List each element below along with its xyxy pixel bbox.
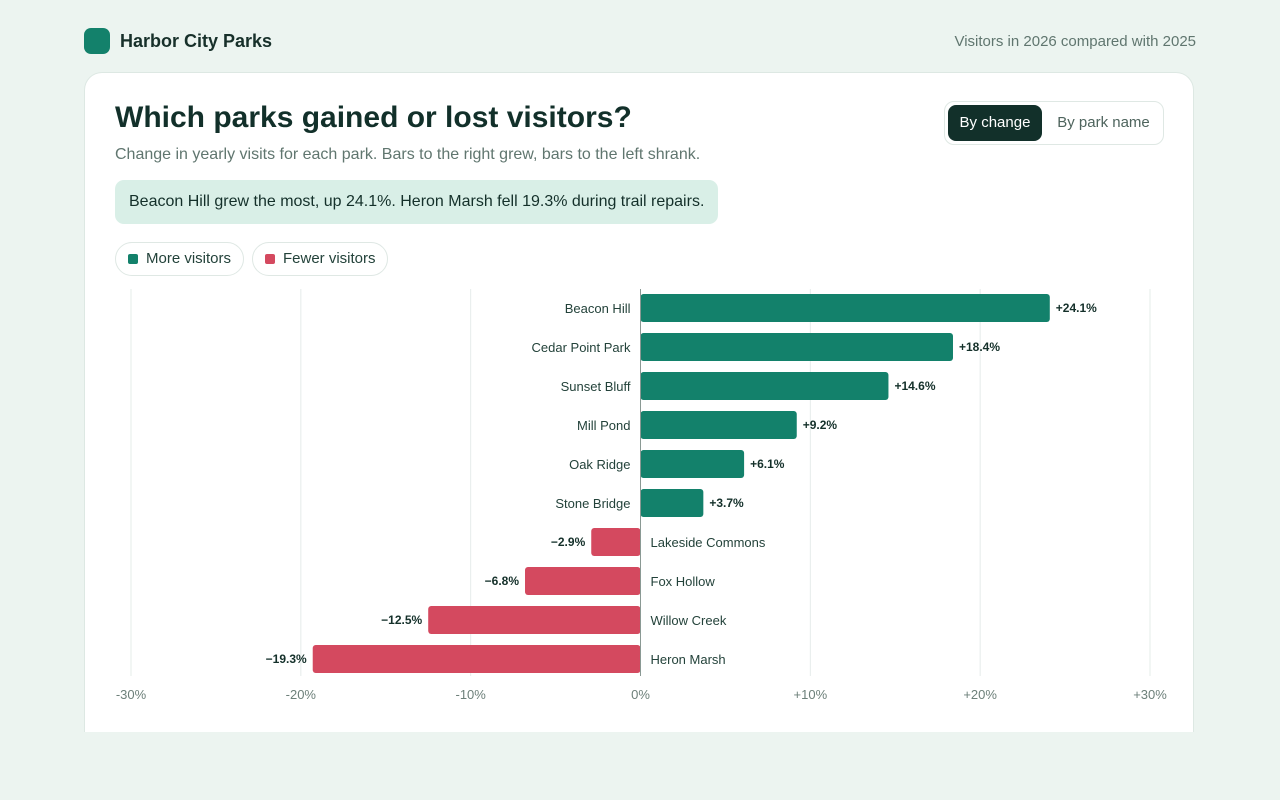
sort-by-name-button[interactable]: By park name (1057, 114, 1150, 131)
insight-callout: Beacon Hill grew the most, up 24.1%. Her… (115, 180, 719, 224)
value-label: −6.8% (485, 574, 520, 588)
bar-label: Willow Creek (651, 613, 727, 628)
value-label: +3.7% (709, 496, 744, 510)
value-label: +9.2% (803, 418, 838, 432)
legend-label-fewer: Fewer visitors (283, 250, 376, 267)
x-tick-label: -30% (116, 687, 147, 702)
legend-more-visitors[interactable]: More visitors (115, 242, 244, 276)
value-label: +18.4% (959, 340, 1000, 354)
legend-fewer-visitors[interactable]: Fewer visitors (252, 242, 388, 276)
chart-subtitle: Change in yearly visits for each park. B… (115, 146, 701, 163)
legend-label-more: More visitors (146, 250, 232, 267)
bar-label: Oak Ridge (569, 457, 630, 472)
brand-name: Harbor City Parks (120, 31, 273, 51)
bar-oak-ridge (640, 450, 745, 478)
bar-label: Beacon Hill (565, 301, 631, 316)
sort-by-change-button[interactable]: By change (948, 105, 1042, 141)
comparison-caption: Visitors in 2026 compared with 2025 (954, 33, 1196, 50)
bar-lakeside-commons (591, 528, 641, 556)
bar-willow-creek (428, 606, 641, 634)
bar-label: Cedar Point Park (532, 340, 631, 355)
value-label: +6.1% (750, 457, 785, 471)
bar-mill-pond (640, 411, 797, 439)
x-tick-label: +30% (1133, 687, 1167, 702)
x-tick-label: +20% (963, 687, 997, 702)
bar-label: Fox Hollow (651, 574, 716, 589)
x-tick-label: +10% (794, 687, 828, 702)
page-title: Which parks gained or lost visitors? (115, 101, 632, 134)
bar-label: Sunset Bluff (561, 379, 631, 394)
x-tick-label: -10% (455, 687, 486, 702)
sort-toggle: By change By park name (944, 101, 1164, 145)
bar-label: Mill Pond (577, 418, 630, 433)
bar-fox-hollow (525, 567, 641, 595)
visitor-change-chart: -30% -20% -10% 0% +10% +20% +30% Beacon Hill +24… (116, 289, 1167, 702)
bar-sunset-bluff (640, 372, 889, 400)
value-label: −19.3% (266, 652, 307, 666)
value-label: −2.9% (551, 535, 586, 549)
bar-label: Heron Marsh (651, 652, 726, 667)
bar-stone-bridge (640, 489, 704, 517)
bar-label: Stone Bridge (555, 496, 630, 511)
top-bar: Harbor City Parks Visitors in 2026 compa… (84, 28, 1196, 54)
value-label: +14.6% (894, 379, 935, 393)
logo (84, 28, 110, 54)
chart-card: Which parks gained or lost visitors? Cha… (84, 72, 1194, 732)
legend-swatch-fewer (265, 254, 275, 264)
legend-swatch-more (128, 254, 138, 264)
value-label: +24.1% (1056, 301, 1097, 315)
bar-label: Lakeside Commons (651, 535, 766, 550)
bar-beacon-hill (640, 294, 1050, 322)
x-tick-label: 0% (631, 687, 650, 702)
bar-heron-marsh (312, 645, 641, 673)
value-label: −12.5% (381, 613, 422, 627)
x-tick-label: -20% (286, 687, 317, 702)
bar-cedar-point-park (640, 333, 953, 361)
